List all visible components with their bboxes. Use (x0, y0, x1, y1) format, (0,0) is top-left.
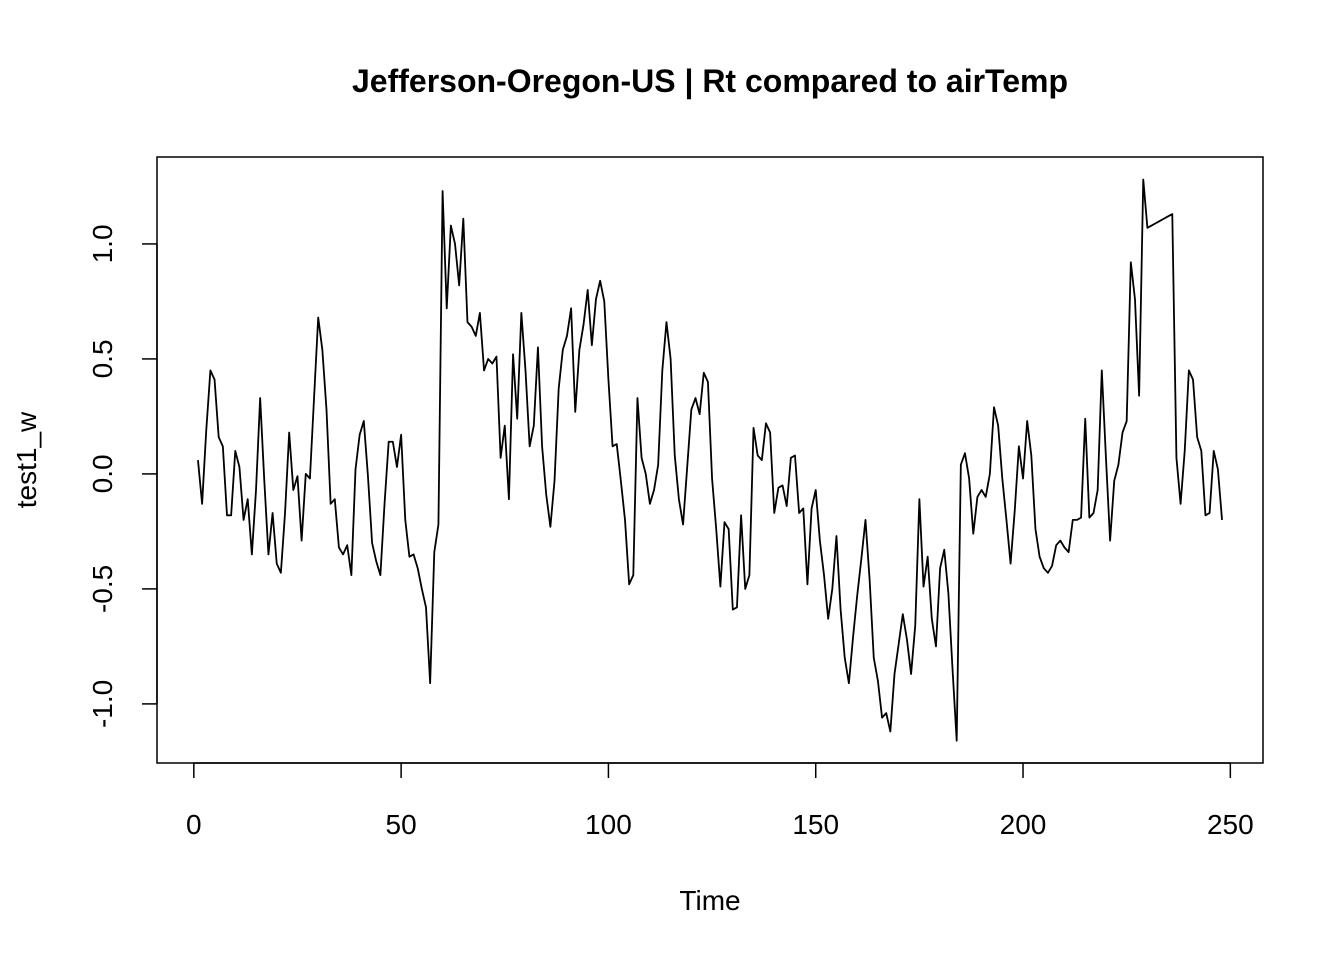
x-tick-label: 150 (792, 809, 839, 840)
y-tick-label: -1.0 (87, 680, 118, 728)
x-axis-label: Time (679, 885, 740, 916)
x-tick-label: 250 (1207, 809, 1254, 840)
x-tick-label: 50 (386, 809, 417, 840)
y-tick-label: 0.5 (87, 339, 118, 378)
data-line (197, 178, 1223, 742)
chart-title: Jefferson-Oregon-US | Rt compared to air… (352, 63, 1068, 99)
y-axis-label: test1_w (11, 411, 42, 508)
y-tick-label: 1.0 (87, 224, 118, 263)
x-tick-label: 200 (1000, 809, 1047, 840)
x-tick-label: 0 (186, 809, 202, 840)
y-tick-label: 0.0 (87, 454, 118, 493)
x-tick-label: 100 (585, 809, 632, 840)
y-tick-label: -0.5 (87, 565, 118, 613)
